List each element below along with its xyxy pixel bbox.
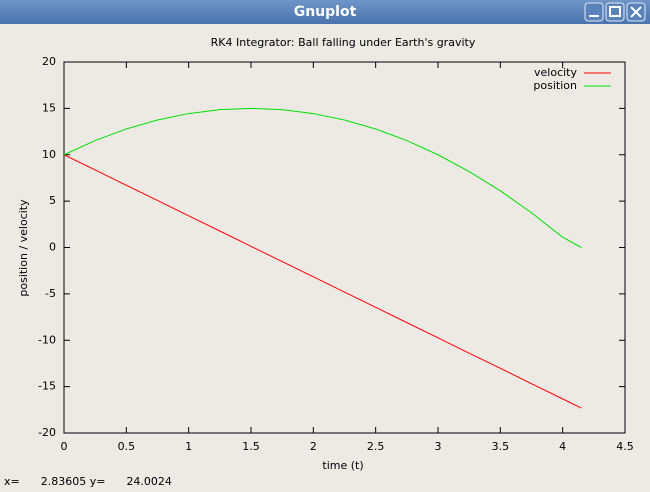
maximize-button[interactable] bbox=[605, 2, 625, 22]
series-line bbox=[63, 107, 582, 248]
status-x-label: x= bbox=[4, 475, 20, 488]
x-tick-label: 0 bbox=[61, 440, 68, 453]
x-tick-label: 4 bbox=[559, 440, 566, 453]
y-tick-label: -5 bbox=[45, 287, 56, 300]
y-tick-label: -20 bbox=[38, 426, 56, 439]
status-x: 2.83605 bbox=[40, 475, 87, 488]
status-y-label: y= bbox=[89, 475, 106, 488]
minimize-button[interactable] bbox=[584, 2, 604, 22]
x-tick-label: 0.5 bbox=[118, 440, 136, 453]
x-axis-label: time (t) bbox=[322, 459, 363, 472]
window-title: Gnuplot bbox=[293, 4, 357, 20]
window-buttons bbox=[584, 2, 646, 22]
y-tick-label: 15 bbox=[42, 101, 56, 114]
legend-label: position bbox=[533, 79, 577, 92]
close-button[interactable] bbox=[626, 2, 646, 22]
chart: RK4 Integrator: Ball falling under Earth… bbox=[17, 36, 634, 472]
x-tick-label: 3.5 bbox=[492, 440, 510, 453]
x-tick-label: 1.5 bbox=[242, 440, 260, 453]
plot-frame bbox=[63, 61, 626, 434]
status-y: 24.0024 bbox=[126, 475, 172, 488]
y-tick-label: -10 bbox=[38, 333, 56, 346]
x-tick-label: 2.5 bbox=[367, 440, 385, 453]
legend-label: velocity bbox=[534, 66, 577, 79]
x-tick-label: 3 bbox=[435, 440, 442, 453]
y-tick-label: -15 bbox=[38, 380, 56, 393]
x-tick-label: 2 bbox=[310, 440, 317, 453]
y-tick-label: 0 bbox=[49, 241, 56, 254]
chart-title: RK4 Integrator: Ball falling under Earth… bbox=[211, 36, 476, 49]
y-tick-label: 20 bbox=[42, 55, 56, 68]
y-tick-label: 5 bbox=[49, 194, 56, 207]
series-line bbox=[63, 154, 582, 409]
x-tick-label: 1 bbox=[185, 440, 192, 453]
title-bar: Gnuplot bbox=[0, 0, 650, 24]
status-bar: x= 2.83605 y= 24.0024 bbox=[4, 475, 172, 488]
y-axis-label: position / velocity bbox=[17, 199, 30, 297]
y-tick-label: 10 bbox=[42, 148, 56, 161]
x-tick-label: 4.5 bbox=[616, 440, 634, 453]
